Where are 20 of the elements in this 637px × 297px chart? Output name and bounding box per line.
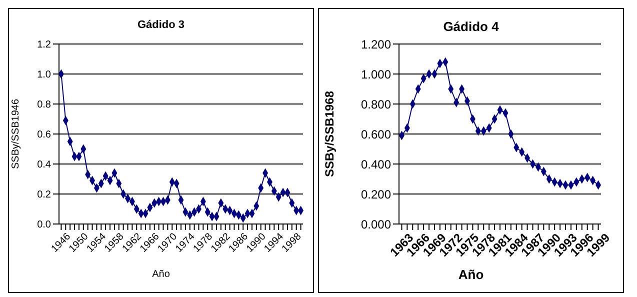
y-axis-title: SSBy/SSB1946 xyxy=(10,98,22,170)
y-tick-label: 0.600 xyxy=(360,127,392,142)
y-tick-label: 1.2 xyxy=(37,40,52,51)
y-tick-label: 1.000 xyxy=(360,67,392,82)
chart-title: Gádido 3 xyxy=(136,19,186,31)
y-tick-label: 1.0 xyxy=(37,70,52,81)
y-tick-label: 0.4 xyxy=(37,160,52,171)
x-axis-title: Año xyxy=(151,269,171,280)
y-tick-label: 0.200 xyxy=(360,187,392,202)
y-tick-label: 0.800 xyxy=(360,97,392,112)
y-tick-label: 0.8 xyxy=(37,100,52,111)
y-axis-title: SSBy/SSB1968 xyxy=(322,90,336,178)
y-tick-label: 0.6 xyxy=(37,130,52,141)
x-axis-title: Año xyxy=(457,267,485,282)
y-tick-label: 1.200 xyxy=(360,37,392,52)
y-tick-label: 0.0 xyxy=(37,220,52,231)
y-tick-label: 0.000 xyxy=(360,217,392,232)
y-tick-label: 0.2 xyxy=(37,190,52,201)
chart-title: Gádido 4 xyxy=(442,19,500,34)
y-tick-label: 0.400 xyxy=(360,157,392,172)
